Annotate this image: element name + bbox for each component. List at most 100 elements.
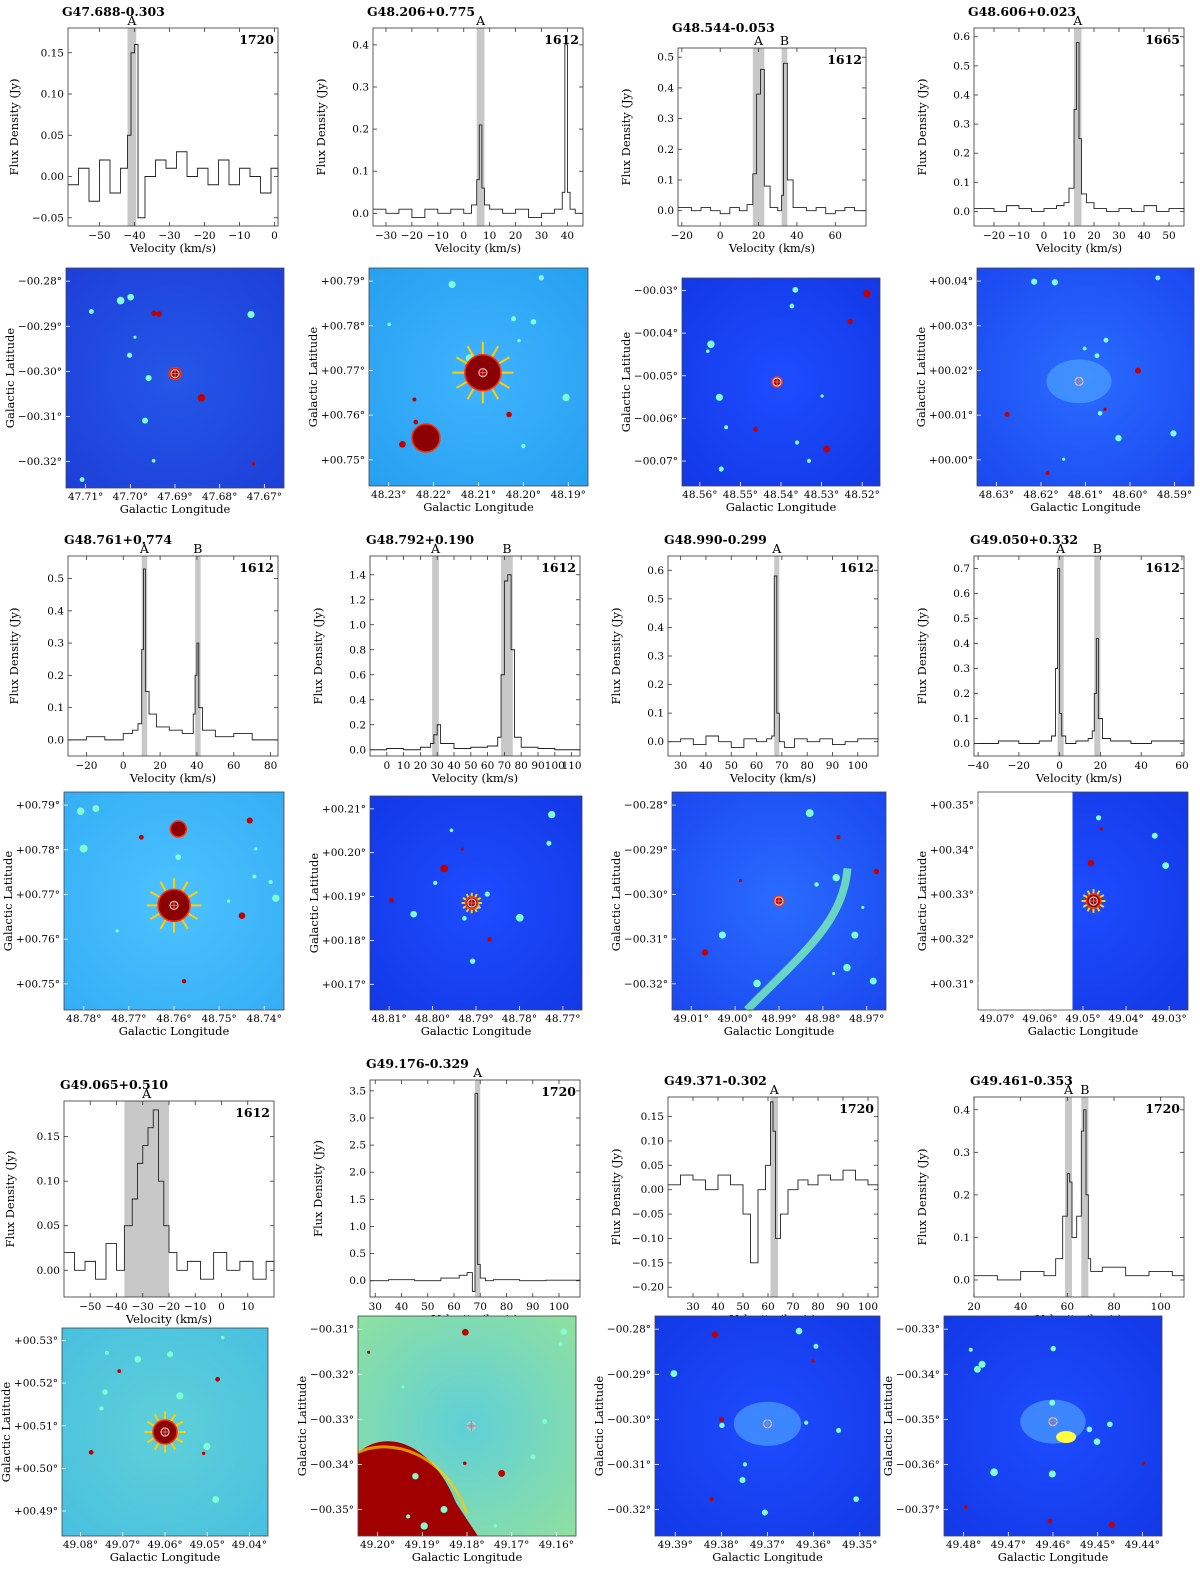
field-star — [711, 1331, 719, 1338]
field-star — [1049, 1399, 1056, 1406]
peak-band — [195, 556, 201, 756]
x-tick-label: 70 — [786, 1301, 799, 1313]
x-tick-label: 48.22° — [416, 489, 451, 501]
sky-image-panel: 48.23° 48.22° 48.21° 48.20° 48.19° +00.79° +00… — [306, 267, 589, 514]
y-tick-label: −00.33° — [896, 1324, 940, 1336]
x-tick-label: 49.06° — [147, 1539, 182, 1551]
field-star — [138, 834, 144, 840]
x-tick-label: 50 — [725, 760, 738, 772]
field-star — [719, 1422, 725, 1429]
x-tick-label: 40 — [1137, 230, 1150, 242]
x-tick-label: 20 — [752, 230, 765, 242]
y-tick-label: 0.4 — [953, 1104, 970, 1116]
x-tick-label: 30 — [535, 230, 548, 242]
x-tick-label: 70 — [498, 760, 511, 772]
field-star — [167, 1351, 174, 1358]
peak-band — [141, 556, 148, 756]
field-star — [151, 458, 156, 463]
x-tick-label: 60 — [1061, 1301, 1074, 1313]
y-tick-label: 0.6 — [953, 588, 970, 600]
x-tick-label: 40 — [699, 760, 712, 772]
y-tick-label: +00.32° — [930, 934, 974, 946]
y-tick-label: −00.28° — [624, 800, 668, 812]
field-star — [413, 419, 419, 425]
field-star — [811, 1359, 815, 1363]
y-axis-label: Galactic Latitude — [592, 1376, 606, 1477]
y-tick-label: 3.5 — [349, 1085, 366, 1097]
x-tick-label: 48.61° — [1068, 489, 1103, 501]
peak-label: A — [1072, 13, 1083, 28]
y-tick-label: +00.17° — [322, 979, 366, 991]
x-tick-label: 70 — [775, 760, 788, 772]
x-tick-label: 49.07° — [105, 1539, 140, 1551]
x-tick-label: −20 — [193, 230, 215, 242]
field-star — [133, 335, 137, 339]
field-star — [978, 1360, 986, 1368]
y-tick-label: 0.5 — [953, 613, 970, 625]
field-star — [836, 1427, 842, 1433]
x-tick-label: 90 — [836, 1301, 849, 1313]
y-tick-label: −00.37° — [896, 1504, 940, 1516]
field-star — [538, 275, 544, 281]
x-tick-label: 10 — [397, 760, 410, 772]
frequency-label: 1612 — [1145, 560, 1180, 575]
peak-band — [1057, 556, 1064, 756]
y-axis-label: Flux Density (Jy) — [915, 78, 929, 175]
y-tick-label: +00.31° — [930, 978, 974, 990]
x-tick-label: 0 — [1041, 230, 1048, 242]
field-star — [804, 1420, 809, 1425]
plot-frame — [667, 555, 879, 757]
x-tick-label: −20 — [75, 760, 97, 772]
y-axis-label: Galactic Latitude — [0, 1382, 13, 1483]
bright-star — [169, 820, 188, 838]
peak-band — [1074, 28, 1082, 226]
field-star — [399, 440, 406, 448]
x-tick-label: −40 — [123, 230, 145, 242]
field-star — [546, 840, 552, 846]
field-star — [738, 879, 742, 883]
x-tick-label: 49.35° — [842, 1539, 877, 1551]
field-star — [142, 417, 149, 424]
field-star — [805, 809, 814, 818]
field-star — [448, 281, 456, 289]
field-star — [964, 1505, 968, 1509]
x-tick-label: 48.56° — [682, 489, 717, 501]
x-axis-label: Galactic Longitude — [726, 500, 837, 514]
field-star — [530, 1454, 536, 1460]
y-tick-label: 0.2 — [47, 670, 64, 682]
y-tick-label: −00.34° — [896, 1369, 940, 1381]
peak-band — [476, 28, 485, 226]
field-star — [718, 1417, 725, 1423]
y-axis-label: Galactic Latitude — [881, 1376, 895, 1477]
field-star — [203, 1442, 211, 1451]
x-tick-label: 47.69° — [157, 491, 192, 503]
y-tick-label: −00.34° — [310, 1459, 354, 1471]
y-tick-label: −00.06° — [634, 413, 678, 425]
source-title: G49.065+0.510 — [60, 1077, 168, 1092]
field-star — [252, 874, 257, 879]
field-star — [116, 296, 125, 305]
y-tick-label: −00.32° — [310, 1369, 354, 1381]
sky-image-panel: 49.39° 49.38° 49.37° 49.36° 49.35° −00.28° −00… — [592, 1315, 881, 1564]
y-tick-label: −00.33° — [310, 1414, 354, 1426]
field-star — [272, 894, 280, 902]
field-star — [420, 1522, 428, 1530]
peak-band — [752, 48, 765, 226]
y-tick-label: +00.51° — [14, 1420, 58, 1432]
x-tick-label: 60 — [829, 230, 842, 242]
y-axis-label: Galactic Latitude — [3, 328, 17, 429]
source-title: G49.371-0.302 — [664, 1073, 767, 1088]
y-tick-label: 0.15 — [37, 1131, 60, 1143]
spectrum-line — [668, 575, 879, 748]
field-star — [814, 882, 819, 887]
x-tick-label: 49.39° — [658, 1539, 693, 1551]
source-title: G49.461-0.353 — [970, 1073, 1073, 1088]
x-tick-label: 48.63° — [979, 489, 1014, 501]
x-tick-label: 48.77° — [111, 1013, 146, 1025]
y-tick-label: +00.19° — [322, 891, 366, 903]
field-star — [709, 1497, 714, 1502]
y-tick-label: 0.7 — [953, 563, 970, 575]
